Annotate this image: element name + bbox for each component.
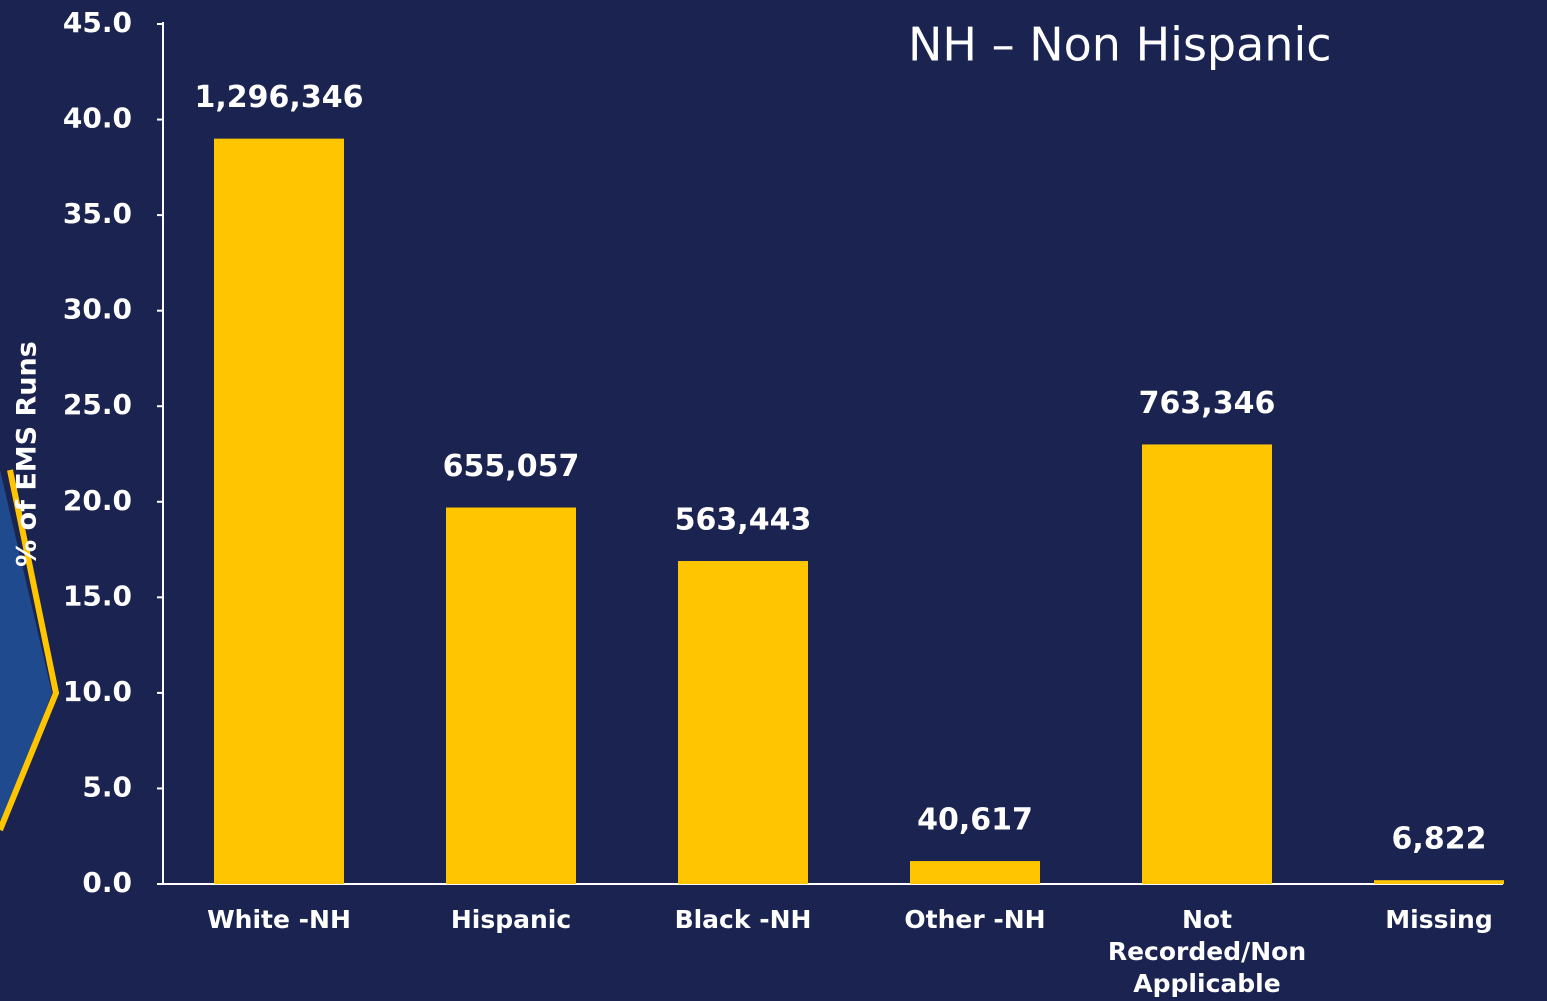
data-label: 40,617: [917, 803, 1033, 838]
y-tick-label: 40.0: [63, 102, 132, 135]
x-tick-label: Missing: [1385, 905, 1493, 934]
decor-chevron: [0, 470, 52, 1001]
x-tick-label: White -NH: [207, 905, 351, 934]
y-tick-label: 10.0: [63, 675, 132, 708]
y-tick-label: 20.0: [63, 484, 132, 517]
y-tick-label: 45.0: [63, 6, 132, 39]
y-tick-label: 25.0: [63, 388, 132, 421]
annotation: NH – Non Hispanic: [908, 18, 1332, 72]
bar: [446, 507, 576, 884]
x-tick-label: Not Recorded/Non Applicable: [1107, 905, 1307, 998]
bar: [910, 861, 1040, 884]
x-tick-label: Black -NH: [674, 905, 812, 934]
data-label: 1,296,346: [195, 80, 364, 115]
y-tick-label: 15.0: [63, 579, 132, 612]
y-axis-label: % of EMS Runs: [12, 341, 43, 567]
y-tick-label: 0.0: [82, 866, 132, 899]
data-label: 6,822: [1392, 822, 1487, 857]
bar: [1374, 880, 1504, 884]
x-tick-label: Other -NH: [904, 905, 1046, 934]
y-tick-label: 35.0: [63, 197, 132, 230]
y-tick-label: 5.0: [82, 770, 132, 803]
x-tick-label: Hispanic: [450, 905, 572, 934]
data-label: 763,346: [1139, 386, 1276, 421]
bar: [214, 138, 344, 884]
data-label: 655,057: [443, 449, 580, 484]
bar: [678, 561, 808, 884]
y-tick-label: 30.0: [63, 293, 132, 326]
bar: [1142, 444, 1272, 884]
data-label: 563,443: [675, 503, 812, 538]
decor-chevron-edge: [0, 469, 60, 832]
